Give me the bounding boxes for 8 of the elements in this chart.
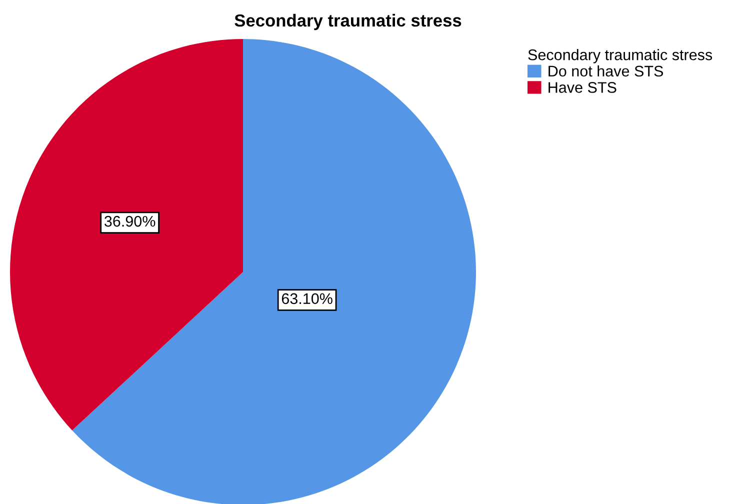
legend-label: Have STS: [548, 82, 616, 93]
data-label: 36.90%: [104, 216, 156, 227]
data-label: 63.10%: [282, 293, 332, 304]
pie-slice: [10, 39, 243, 430]
chart-title: Secondary traumatic stress: [234, 14, 462, 30]
legend-title: Secondary traumatic stress: [528, 49, 712, 64]
pie-slice: [72, 39, 476, 504]
legend-label: Do not have STS: [548, 65, 664, 77]
